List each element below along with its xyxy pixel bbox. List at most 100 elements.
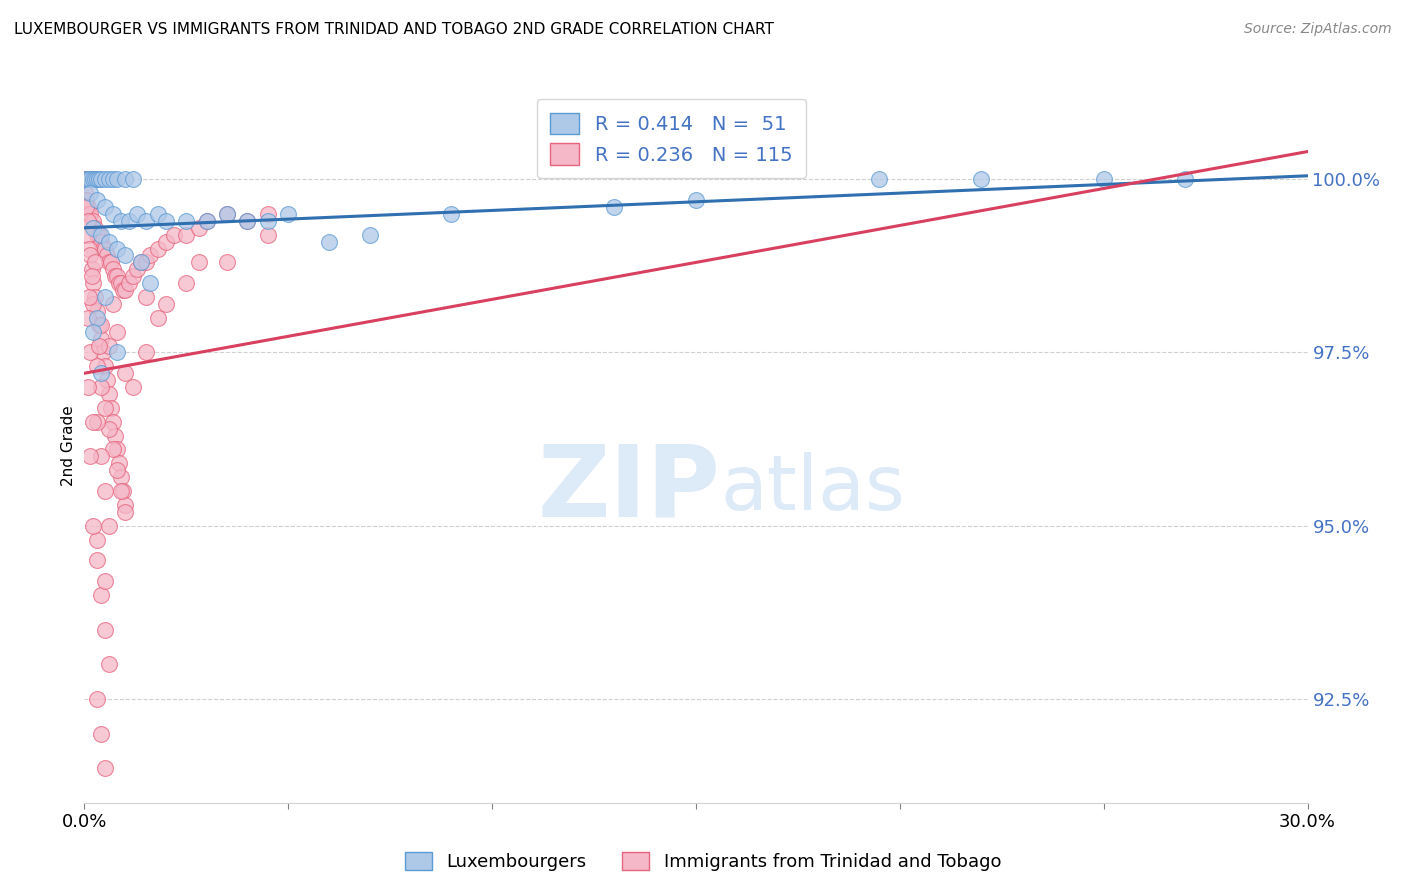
Point bbox=[90, 588, 112, 602]
Point bbox=[82, 325, 104, 339]
Point bbox=[86, 359, 108, 374]
Point bbox=[603, 200, 626, 214]
Point bbox=[79, 450, 101, 464]
Point bbox=[114, 283, 136, 297]
Point bbox=[90, 332, 112, 346]
Point bbox=[76, 214, 98, 228]
Point bbox=[93, 483, 115, 498]
Point bbox=[75, 193, 97, 207]
Point bbox=[97, 387, 120, 401]
Point bbox=[138, 276, 160, 290]
Point bbox=[131, 255, 153, 269]
Point bbox=[217, 207, 239, 221]
Point bbox=[146, 242, 169, 256]
Point bbox=[93, 200, 115, 214]
Point bbox=[1174, 172, 1197, 186]
Point bbox=[93, 242, 115, 256]
Point bbox=[108, 456, 131, 470]
Point bbox=[79, 248, 101, 262]
Point bbox=[236, 214, 259, 228]
Point bbox=[79, 345, 101, 359]
Point bbox=[83, 220, 105, 235]
Point bbox=[163, 227, 186, 242]
Point bbox=[75, 172, 97, 186]
Point bbox=[195, 214, 218, 228]
Point bbox=[77, 172, 100, 186]
Point bbox=[187, 220, 209, 235]
Point bbox=[82, 297, 104, 311]
Point bbox=[135, 290, 157, 304]
Point bbox=[105, 242, 128, 256]
Point bbox=[75, 200, 97, 214]
Point bbox=[114, 498, 136, 512]
Point bbox=[86, 310, 108, 325]
Point bbox=[236, 214, 259, 228]
Point bbox=[76, 310, 98, 325]
Point bbox=[131, 255, 153, 269]
Point bbox=[110, 470, 132, 484]
Point bbox=[93, 401, 115, 415]
Point bbox=[105, 442, 128, 457]
Point bbox=[155, 214, 177, 228]
Point bbox=[80, 262, 103, 277]
Point bbox=[86, 172, 108, 186]
Point bbox=[82, 220, 104, 235]
Point bbox=[112, 483, 135, 498]
Point bbox=[101, 297, 124, 311]
Point bbox=[90, 380, 112, 394]
Point bbox=[91, 242, 114, 256]
Point bbox=[97, 422, 120, 436]
Point bbox=[75, 186, 97, 201]
Point bbox=[217, 207, 239, 221]
Point bbox=[82, 518, 104, 533]
Text: atlas: atlas bbox=[720, 452, 905, 525]
Point bbox=[97, 255, 120, 269]
Point bbox=[97, 172, 120, 186]
Point bbox=[146, 310, 169, 325]
Point bbox=[86, 193, 108, 207]
Point bbox=[93, 574, 115, 588]
Point bbox=[108, 276, 131, 290]
Point bbox=[101, 262, 124, 277]
Point bbox=[100, 401, 122, 415]
Point bbox=[87, 227, 110, 242]
Point bbox=[135, 214, 157, 228]
Point bbox=[195, 214, 218, 228]
Point bbox=[87, 172, 110, 186]
Point bbox=[86, 691, 108, 706]
Point bbox=[90, 450, 112, 464]
Point bbox=[318, 235, 340, 249]
Point bbox=[105, 325, 128, 339]
Point bbox=[76, 172, 98, 186]
Point bbox=[105, 172, 128, 186]
Point bbox=[90, 318, 112, 332]
Point bbox=[112, 283, 135, 297]
Text: LUXEMBOURGER VS IMMIGRANTS FROM TRINIDAD AND TOBAGO 2ND GRADE CORRELATION CHART: LUXEMBOURGER VS IMMIGRANTS FROM TRINIDAD… bbox=[14, 22, 773, 37]
Point bbox=[77, 207, 100, 221]
Point bbox=[80, 269, 103, 284]
Point bbox=[110, 483, 132, 498]
Point bbox=[96, 373, 118, 387]
Point bbox=[91, 345, 114, 359]
Y-axis label: 2nd Grade: 2nd Grade bbox=[60, 406, 76, 486]
Point bbox=[105, 463, 128, 477]
Point bbox=[77, 380, 100, 394]
Point bbox=[97, 338, 120, 352]
Point bbox=[114, 172, 136, 186]
Point bbox=[90, 227, 112, 242]
Point bbox=[86, 415, 108, 429]
Point bbox=[86, 304, 108, 318]
Point bbox=[100, 255, 122, 269]
Point bbox=[174, 276, 197, 290]
Point bbox=[110, 276, 132, 290]
Point bbox=[970, 172, 993, 186]
Legend: R = 0.414   N =  51, R = 0.236   N = 115: R = 0.414 N = 51, R = 0.236 N = 115 bbox=[537, 99, 806, 178]
Point bbox=[82, 172, 104, 186]
Point bbox=[101, 415, 124, 429]
Point bbox=[685, 193, 707, 207]
Point bbox=[277, 207, 299, 221]
Point bbox=[122, 269, 145, 284]
Point bbox=[110, 214, 132, 228]
Point bbox=[118, 214, 141, 228]
Point bbox=[174, 227, 197, 242]
